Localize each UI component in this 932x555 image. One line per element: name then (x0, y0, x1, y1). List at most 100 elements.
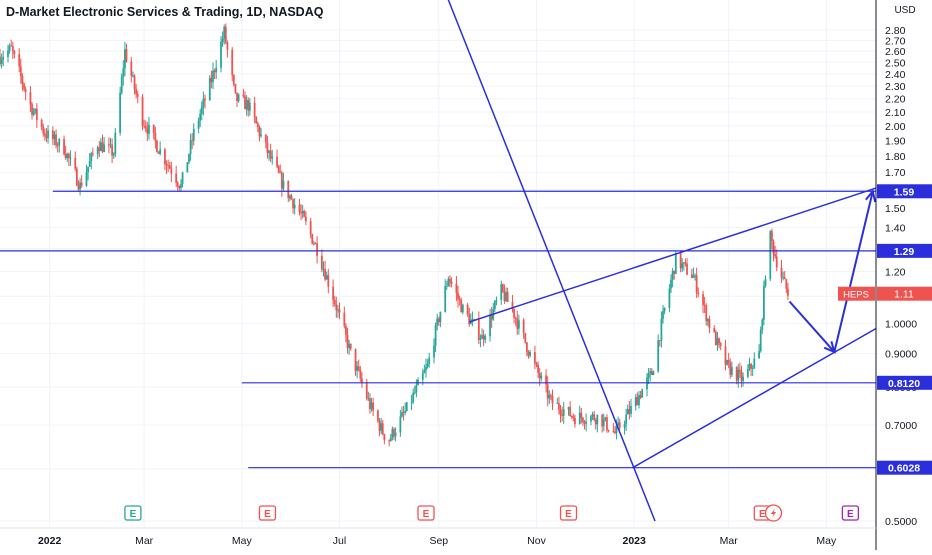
candle-body (546, 384, 549, 399)
candle-body (673, 270, 676, 274)
candle-body (343, 312, 346, 327)
candle-body (782, 277, 785, 279)
earnings-marker[interactable]: E (258, 505, 277, 521)
candle-body (695, 275, 698, 293)
level-price-label: 0.8120 (888, 378, 920, 390)
earnings-marker[interactable]: E (841, 505, 860, 521)
candle-body (780, 267, 783, 278)
trend-line[interactable] (632, 324, 883, 469)
candle-body (32, 111, 35, 115)
candle-body (394, 432, 397, 437)
candle-body (458, 298, 461, 301)
candle-body (668, 288, 671, 308)
candle-body (759, 329, 762, 352)
candle-body (477, 319, 480, 340)
candle-body (444, 286, 447, 312)
candle-body (524, 333, 527, 343)
candle-body (511, 301, 514, 309)
candle-body (445, 285, 448, 287)
candle-body (447, 278, 450, 286)
x-tick-label: Mar (135, 535, 154, 547)
candle-body (63, 139, 65, 155)
earnings-letter: E (423, 509, 430, 520)
candle-body (361, 378, 363, 384)
candle-body (8, 45, 11, 51)
candle-body (176, 182, 179, 186)
candle-body (493, 301, 496, 310)
candle-body (772, 241, 775, 255)
bolt-marker[interactable] (764, 504, 783, 522)
trend-line[interactable] (468, 185, 883, 323)
candle-body (769, 231, 772, 279)
x-tick-label: May (232, 535, 253, 547)
candle-body (774, 254, 777, 257)
candle-body (167, 165, 170, 167)
projection-arrow[interactable] (833, 191, 874, 353)
candle-body (388, 440, 391, 442)
candle-body (312, 243, 315, 245)
candle-body (548, 395, 551, 399)
candle-body (582, 417, 584, 423)
candle-body (268, 150, 270, 153)
symbol-label: HEPS (843, 290, 869, 301)
candle-body (513, 308, 515, 318)
candle-body (556, 403, 559, 404)
candle-body (255, 116, 258, 124)
candle-body (569, 407, 572, 416)
candle-body (332, 286, 335, 300)
candle-body (10, 45, 13, 47)
candle-body (628, 409, 631, 414)
x-tick-label: 2022 (38, 535, 62, 547)
candle-body (199, 113, 202, 121)
candle-body (377, 410, 379, 421)
x-tick-label: 2023 (622, 535, 646, 547)
candle-body (202, 98, 205, 107)
earnings-marker[interactable]: E (559, 505, 578, 521)
candle-body (212, 70, 214, 83)
candle-body (596, 414, 599, 425)
projection-arrow[interactable] (788, 300, 836, 353)
candle-body (737, 369, 740, 381)
candle-body (101, 142, 104, 152)
candle-body (58, 139, 61, 146)
candle-body (550, 395, 552, 397)
trend-line[interactable] (445, 0, 656, 522)
candle-body (601, 414, 604, 427)
candle-body (90, 153, 93, 161)
earnings-marker[interactable]: E (124, 505, 142, 521)
candle-body (490, 314, 493, 320)
candle-body (186, 162, 189, 173)
candle-body (304, 216, 307, 222)
candle-body (706, 319, 709, 322)
candle-body (378, 420, 381, 431)
projection-arrowhead (865, 189, 877, 203)
candle-body (391, 428, 394, 438)
candle-body (718, 338, 720, 344)
candle-body (428, 357, 431, 364)
candle-body (703, 304, 706, 306)
y-tick-label: 2.20 (885, 94, 906, 106)
earnings-marker[interactable]: E (417, 505, 435, 521)
candle-body (746, 369, 749, 377)
candle-body (213, 70, 216, 73)
candle-body (282, 180, 285, 189)
candle-body (501, 284, 504, 292)
candle-body (533, 352, 536, 364)
level-price-label: 0.6028 (888, 463, 920, 475)
drawings[interactable] (0, 0, 883, 522)
candle-body (449, 278, 451, 282)
y-tick-label: 1.90 (885, 136, 906, 148)
candle-body (260, 134, 262, 137)
y-tick-label: 1.0000 (885, 318, 917, 330)
candle-body (729, 362, 732, 375)
y-tick-label: 2.00 (885, 121, 906, 133)
candle-body (324, 269, 326, 280)
candle-body (402, 412, 405, 414)
candle-body (372, 402, 375, 411)
y-tick-label: 0.7000 (885, 420, 917, 432)
candle-body (748, 364, 751, 370)
candle-body (623, 423, 626, 428)
